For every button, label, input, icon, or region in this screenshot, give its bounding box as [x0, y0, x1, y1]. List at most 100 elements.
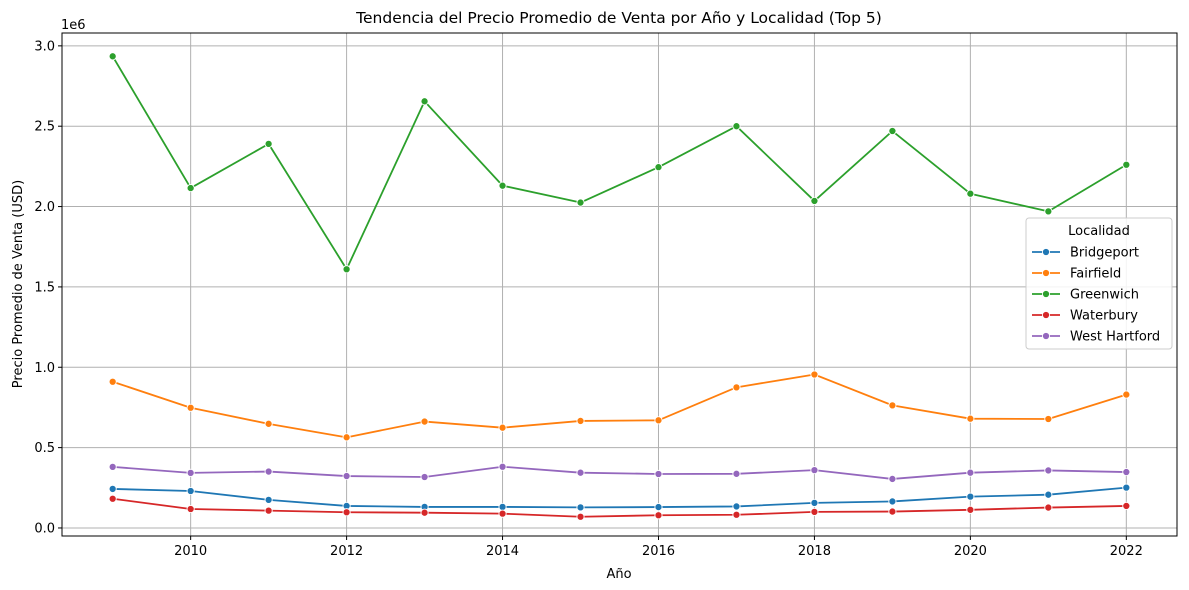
data-point-waterbury — [888, 507, 897, 516]
legend-item-west-hartford: West Hartford — [1032, 330, 1160, 345]
legend-item-waterbury: Waterbury — [1032, 309, 1138, 324]
series-waterbury — [108, 494, 1131, 521]
data-point-greenwich — [732, 122, 741, 131]
y-tick-label: 0.5 — [34, 441, 55, 456]
data-point-waterbury — [264, 506, 273, 515]
data-point-fairfield — [498, 423, 507, 432]
data-point-waterbury — [576, 512, 585, 521]
data-point-greenwich — [1122, 160, 1131, 169]
data-point-west-hartford — [732, 469, 741, 478]
axis-ticks: 2010 2012 2014 2016 2018 2020 2022 0.0 0.5 1.0 1.5… — [34, 39, 1143, 559]
data-point-bridgeport — [108, 484, 117, 493]
y-tick-label: 1.5 — [34, 280, 55, 295]
data-point-west-hartford — [264, 467, 273, 476]
data-point-fairfield — [264, 419, 273, 428]
data-point-fairfield — [1122, 390, 1131, 399]
legend-swatch-marker — [1041, 310, 1051, 320]
data-point-west-hartford — [1122, 467, 1131, 477]
data-point-fairfield — [888, 401, 897, 410]
data-point-waterbury — [732, 510, 741, 519]
data-point-fairfield — [810, 370, 819, 379]
data-point-bridgeport — [264, 495, 273, 504]
x-axis-title: Año — [606, 567, 631, 582]
series-line-fairfield — [112, 373, 1127, 439]
x-tick-label: 2014 — [486, 544, 519, 559]
data-point-greenwich — [576, 198, 585, 207]
y-offset-label: 1e6 — [61, 18, 86, 33]
y-axis-title: Precio Promedio de Venta (USD) — [11, 180, 26, 388]
data-point-west-hartford — [1044, 466, 1053, 475]
data-point-fairfield — [966, 414, 975, 423]
data-point-waterbury — [654, 511, 663, 520]
series-west-hartford — [108, 462, 1131, 484]
x-tick-label: 2022 — [1110, 544, 1143, 559]
legend-swatch-marker — [1041, 289, 1051, 299]
series-line-greenwich — [111, 55, 1127, 271]
data-point-fairfield — [732, 383, 741, 392]
data-point-greenwich — [888, 126, 897, 136]
x-tick-label: 2016 — [642, 544, 675, 559]
y-tick-label: 2.5 — [34, 120, 55, 135]
legend-swatch-marker — [1041, 268, 1051, 278]
series-layer — [108, 52, 1131, 521]
legend-label: Greenwich — [1070, 288, 1139, 303]
data-point-waterbury — [420, 508, 429, 517]
data-point-greenwich — [186, 184, 195, 193]
x-tick-label: 2010 — [174, 544, 207, 559]
data-point-waterbury — [810, 507, 819, 516]
legend-label: Waterbury — [1070, 309, 1138, 324]
data-point-west-hartford — [342, 472, 351, 481]
data-point-fairfield — [420, 417, 429, 426]
data-point-waterbury — [966, 505, 975, 514]
data-point-west-hartford — [108, 462, 117, 471]
data-point-greenwich — [264, 139, 273, 148]
x-tick-label: 2012 — [330, 544, 363, 559]
data-point-greenwich — [966, 189, 975, 198]
data-point-bridgeport — [576, 503, 585, 512]
data-point-waterbury — [498, 509, 507, 518]
y-tick-label: 1.0 — [34, 361, 55, 376]
series-fairfield — [108, 370, 1131, 442]
data-point-bridgeport — [1122, 483, 1131, 492]
chart-title: Tendencia del Precio Promedio de Venta p… — [355, 9, 882, 27]
x-tick-label: 2020 — [954, 544, 987, 559]
data-point-fairfield — [654, 416, 663, 425]
data-point-west-hartford — [420, 472, 429, 482]
data-point-waterbury — [108, 494, 117, 503]
data-point-west-hartford — [576, 468, 585, 477]
legend: Localidad Bridgeport Fairfield Greenwich Wat… — [1025, 217, 1173, 350]
grid — [62, 33, 1177, 536]
data-point-greenwich — [498, 181, 507, 190]
data-point-west-hartford — [654, 469, 663, 479]
legend-box — [1025, 217, 1173, 350]
legend-title: Localidad — [1068, 224, 1130, 239]
plot-frame — [61, 32, 1178, 537]
data-point-bridgeport — [888, 497, 897, 506]
legend-label: Fairfield — [1070, 267, 1121, 282]
legend-swatch-marker — [1041, 247, 1051, 257]
data-point-waterbury — [1122, 501, 1131, 510]
series-line-bridgeport — [112, 486, 1127, 509]
data-point-bridgeport — [186, 486, 195, 496]
data-point-fairfield — [108, 377, 117, 386]
series-bridgeport — [108, 483, 1131, 512]
data-point-greenwich — [1044, 207, 1053, 216]
legend-label: Bridgeport — [1070, 246, 1139, 261]
data-point-greenwich — [810, 196, 819, 205]
data-point-greenwich — [654, 163, 663, 172]
data-point-fairfield — [342, 433, 351, 442]
x-tick-label: 2018 — [798, 544, 831, 559]
data-point-waterbury — [342, 508, 351, 517]
legend-label: West Hartford — [1070, 330, 1160, 345]
y-tick-label: 0.0 — [34, 521, 55, 536]
data-point-west-hartford — [888, 474, 897, 484]
y-tick-label: 3.0 — [34, 39, 55, 54]
data-point-fairfield — [576, 416, 585, 425]
data-point-west-hartford — [186, 468, 195, 477]
data-point-west-hartford — [810, 466, 819, 475]
data-point-bridgeport — [966, 492, 975, 501]
data-point-fairfield — [186, 403, 195, 412]
y-tick-label: 2.0 — [34, 200, 55, 215]
data-point-bridgeport — [498, 502, 507, 511]
